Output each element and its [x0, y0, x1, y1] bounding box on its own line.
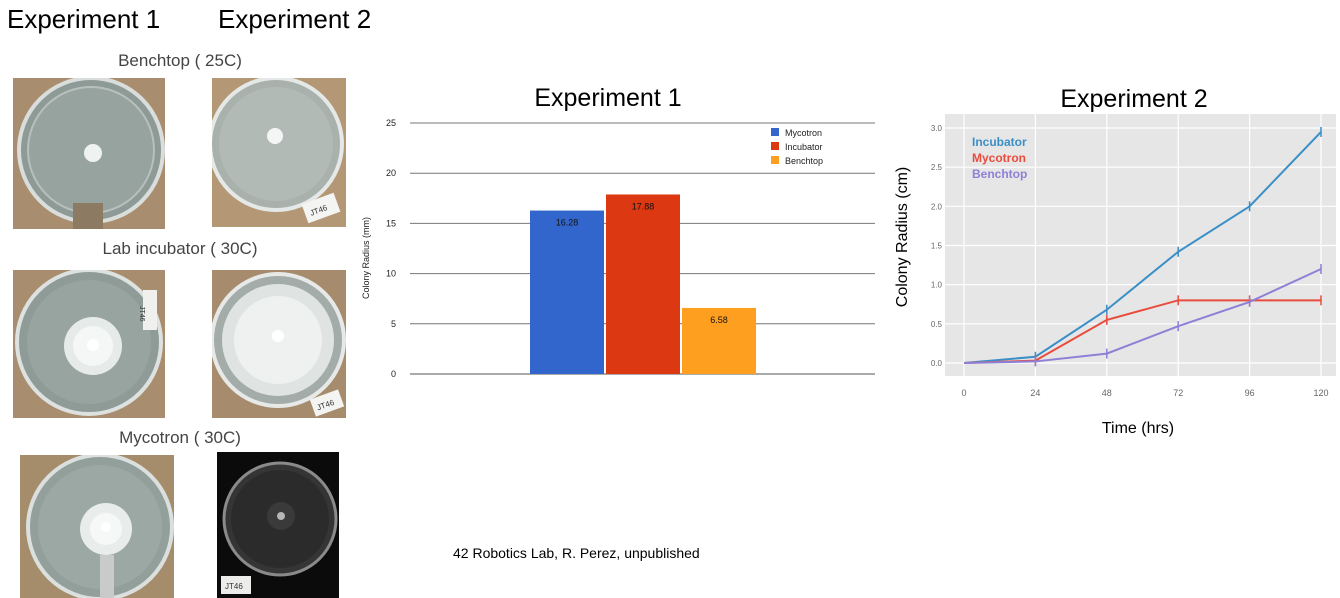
petri-photo-incubator-exp1: JT46: [13, 270, 165, 418]
chart-1-y-tick-label: 5: [391, 319, 396, 329]
chart-2-y-axis-label: Colony Radius (cm): [894, 167, 911, 307]
credit-text: 42 Robotics Lab, R. Perez, unpublished: [453, 545, 700, 561]
chart-1-y-tick-label: 0: [391, 369, 396, 379]
plate-label-text: JT46: [225, 582, 243, 591]
chart-1-y-tick-label: 25: [386, 118, 396, 128]
plate-label-text: JT46: [138, 306, 145, 322]
chart-1-title: Experiment 1: [534, 84, 681, 112]
chart-2-y-tick-label: 1.5: [931, 242, 943, 251]
chart-2-x-tick-label: 96: [1245, 388, 1255, 398]
chart-2-y-tick-label: 1.0: [931, 281, 943, 290]
condition-label-mycotron: Mycotron ( 30C): [119, 428, 241, 447]
chart-2-title: Experiment 2: [1060, 85, 1207, 113]
condition-label-incubator: Lab incubator ( 30C): [102, 239, 258, 258]
chart-1-legend-label: Mycotron: [785, 128, 822, 138]
chart-2-line-incubator: [963, 131, 1322, 364]
experiment-1-bar-chart: Experiment 1 Colony Radius (mm) 0 5 10 15 20…: [361, 84, 875, 379]
chart-2-x-tick-label: 0: [961, 388, 966, 398]
chart-2-legend-label: Benchtop: [972, 167, 1027, 181]
chart-1-legend-label: Incubator: [785, 142, 823, 152]
chart-1-data-label: 17.88: [632, 201, 655, 211]
chart-1-y-axis-label: Colony Radius (mm): [361, 217, 371, 299]
chart-2-x-tick-label: 72: [1173, 388, 1183, 398]
chart-2-x-axis-label: Time (hrs): [1102, 420, 1174, 437]
chart-1-legend-swatch: [771, 156, 779, 164]
petri-photo-benchtop-exp2: JT46: [212, 78, 346, 227]
experiment-1-header: Experiment 1: [7, 4, 161, 34]
chart-2-y-tick-label: 0.0: [931, 359, 943, 368]
chart-1-legend-swatch: [771, 128, 779, 136]
petri-photo-incubator-exp2: JT46: [212, 270, 346, 418]
chart-2-y-tick-label: 3.0: [931, 124, 943, 133]
chart-1-data-label: 6.58: [710, 315, 728, 325]
experiment-2-header: Experiment 2: [218, 4, 372, 34]
chart-1-bar-benchtop: [682, 307, 756, 374]
petri-photo-mycotron-exp1: [20, 455, 174, 598]
chart-2-line-benchtop: [963, 268, 1322, 364]
petri-photo-mycotron-exp2: JT46: [217, 452, 339, 598]
chart-1-y-tick-label: 10: [386, 269, 396, 279]
chart-1-legend-swatch: [771, 142, 779, 150]
chart-1-y-tick-label: 20: [386, 168, 396, 178]
chart-1-bar-incubator: [606, 194, 680, 374]
chart-2-x-tick-label: 120: [1313, 388, 1328, 398]
chart-1-y-tick-label: 15: [386, 218, 396, 228]
chart-2-legend-label: Incubator: [972, 135, 1027, 149]
chart-1-legend-label: Benchtop: [785, 156, 823, 166]
chart-2-x-tick-label: 24: [1030, 388, 1040, 398]
chart-2-y-tick-label: 2.5: [931, 163, 943, 172]
chart-2-y-tick-label: 0.5: [931, 320, 943, 329]
condition-label-benchtop: Benchtop ( 25C): [118, 51, 242, 70]
chart-2-x-tick-label: 48: [1102, 388, 1112, 398]
chart-2-y-tick-label: 2.0: [931, 202, 943, 211]
petri-photo-benchtop-exp1: [13, 78, 165, 229]
chart-1-bar-mycotron: [530, 210, 604, 374]
chart-2-legend-label: Mycotron: [972, 151, 1026, 165]
chart-1-data-label: 16.28: [556, 218, 579, 228]
experiment-2-line-chart: Experiment 2 0.0 0.5 1.0 1.5 2.0 2.5 3.0 0 24 48 7…: [894, 85, 1336, 437]
